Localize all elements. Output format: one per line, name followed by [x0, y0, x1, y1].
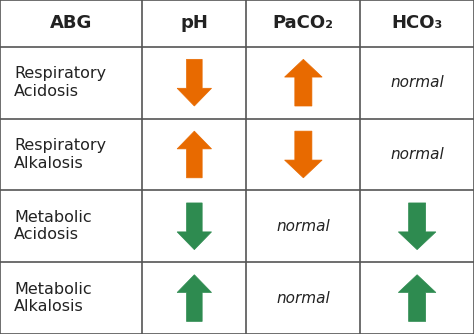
Polygon shape [177, 275, 211, 321]
Polygon shape [398, 203, 436, 249]
Polygon shape [177, 203, 211, 249]
Text: PaCO₂: PaCO₂ [273, 14, 334, 32]
Text: Metabolic
Acidosis: Metabolic Acidosis [14, 210, 92, 242]
Polygon shape [284, 131, 322, 178]
Text: normal: normal [276, 291, 330, 306]
Text: Metabolic
Alkalosis: Metabolic Alkalosis [14, 282, 92, 314]
Text: ABG: ABG [50, 14, 92, 32]
Text: normal: normal [276, 219, 330, 234]
Polygon shape [177, 59, 211, 106]
Text: normal: normal [390, 75, 444, 90]
Text: Respiratory
Acidosis: Respiratory Acidosis [14, 66, 106, 99]
Text: normal: normal [390, 147, 444, 162]
Text: HCO₃: HCO₃ [392, 14, 443, 32]
Text: Respiratory
Alkalosis: Respiratory Alkalosis [14, 138, 106, 171]
Text: pH: pH [181, 14, 208, 32]
Polygon shape [284, 59, 322, 106]
Polygon shape [177, 131, 211, 178]
Polygon shape [398, 275, 436, 321]
